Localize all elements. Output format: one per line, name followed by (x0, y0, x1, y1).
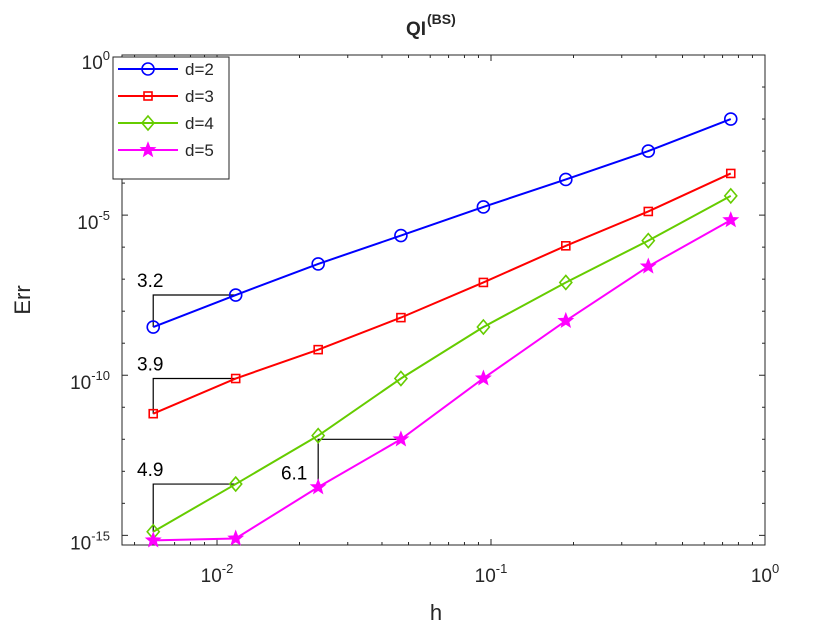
data-point (230, 373, 241, 384)
data-point (311, 427, 326, 444)
data-point (476, 200, 491, 214)
data-point (641, 232, 656, 249)
data-point (723, 112, 738, 126)
y-tick-label: 100 (82, 48, 110, 74)
y-axis-label: Err (10, 285, 35, 314)
data-point (228, 288, 243, 302)
data-point (559, 172, 573, 187)
slope-triangle-lines (152, 294, 236, 328)
ticks-layer: 10-2 10-1 100 10-15 10-10 10-5 100 (70, 48, 779, 587)
legend-label: d=4 (185, 114, 214, 133)
legend-item-d=3: d=3 (118, 87, 214, 106)
series-layer (144, 112, 740, 548)
x-tick-label: 10-2 (201, 561, 234, 587)
legend-swatch-marker (141, 62, 155, 76)
x-axis-label: h (430, 600, 442, 625)
legend-item-d=5: d=5 (118, 141, 214, 160)
data-point (476, 318, 491, 336)
data-point (722, 211, 740, 228)
data-point (394, 228, 408, 243)
series-line (152, 118, 732, 328)
x-tick-label: 100 (751, 561, 779, 587)
chart-title: QI (406, 19, 426, 40)
legend-swatch-marker (140, 114, 156, 132)
data-point (393, 370, 408, 387)
data-point (557, 311, 575, 329)
legend-label: d=2 (185, 60, 214, 79)
data-point (227, 529, 245, 546)
series-line (152, 194, 732, 533)
y-tick-label: 10-5 (77, 208, 110, 234)
data-point (146, 320, 161, 334)
series-d=3 (148, 168, 736, 419)
slope-label: 6.1 (281, 463, 307, 484)
legend-swatch-marker (143, 91, 153, 101)
legend-swatch-marker (139, 141, 157, 158)
data-point (392, 430, 410, 447)
y-tick-label: 10-10 (70, 368, 110, 394)
legend-label: d=3 (185, 87, 214, 106)
data-point (313, 344, 323, 355)
data-point (309, 478, 327, 495)
slope-triangle-d=2: 3.2 (137, 271, 236, 328)
data-point (723, 187, 738, 205)
data-point (558, 274, 573, 291)
legend-label: d=5 (185, 141, 214, 160)
slope-triangle-lines (152, 377, 236, 414)
data-point (144, 531, 162, 548)
annotations-layer: 3.2 3.9 4.9 6.1 (137, 271, 401, 532)
data-point (396, 312, 406, 323)
legend-item-d=2: d=2 (118, 60, 214, 79)
slope-triangle-d=3: 3.9 (137, 355, 236, 414)
slope-triangle-lines (317, 438, 401, 488)
slope-triangle-d=5: 6.1 (281, 438, 401, 488)
legend-item-d=4: d=4 (118, 114, 214, 133)
series-line (153, 219, 732, 542)
data-point (478, 277, 489, 288)
series-d=4 (146, 187, 738, 540)
data-point (311, 257, 325, 271)
slope-label: 3.9 (137, 355, 163, 376)
x-tick-label: 10-1 (475, 561, 508, 587)
data-point (474, 369, 492, 386)
data-point (228, 475, 243, 493)
legend: d=2 d=3 d=4 d=5 (118, 60, 214, 160)
data-point (641, 144, 656, 158)
y-tick-label: 10-15 (70, 528, 110, 554)
legend-box (112, 56, 230, 180)
data-point (561, 241, 571, 251)
series-d=5 (144, 211, 740, 548)
slope-label: 4.9 (137, 460, 163, 481)
series-d=2 (146, 112, 738, 334)
slope-triangle-lines (152, 483, 236, 532)
data-point (639, 257, 657, 274)
slope-triangle-d=4: 4.9 (137, 460, 236, 532)
data-point (148, 408, 159, 419)
data-point (725, 168, 736, 179)
chart-title-superscript: (BS) (427, 11, 456, 27)
data-point (643, 206, 654, 217)
slope-label: 3.2 (137, 271, 163, 292)
series-line (152, 172, 732, 415)
